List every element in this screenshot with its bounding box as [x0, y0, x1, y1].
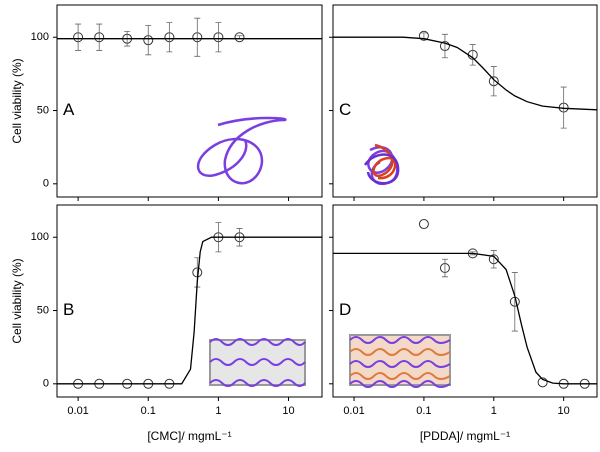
error-bar — [441, 33, 448, 59]
error-bar — [490, 250, 497, 269]
y-tick-label: 100 — [31, 31, 49, 43]
y-tick-label: 50 — [37, 104, 49, 116]
y-tick-label: 100 — [31, 231, 49, 243]
y-tick-label: 0 — [43, 178, 49, 190]
y-tick-label: 0 — [43, 378, 49, 390]
x-tick-label: 0.01 — [343, 405, 364, 417]
polymer-cartoon-c — [363, 143, 400, 186]
x-tick-label: 10 — [558, 405, 570, 417]
plot-frame — [56, 4, 323, 198]
y-tick-label: 50 — [37, 304, 49, 316]
x-tick-label: 10 — [282, 405, 294, 417]
fit-curve — [333, 36, 598, 111]
data-point — [537, 377, 548, 388]
plot-frame — [56, 204, 323, 398]
error-bar — [441, 258, 448, 278]
panel-label: B — [63, 300, 74, 319]
data-point — [418, 219, 429, 230]
data-point — [234, 32, 245, 43]
x-axis-label: [PDDA]/ mgmL⁻¹ — [420, 429, 510, 443]
error-bar — [96, 23, 103, 51]
error-bar — [560, 86, 567, 129]
polymer-cartoon-d — [349, 334, 451, 388]
y-axis-label: Cell viability (%) — [10, 258, 24, 343]
error-bar — [166, 22, 173, 53]
y-axis-label: Cell viability (%) — [10, 58, 24, 143]
x-tick-label: 0.1 — [141, 405, 156, 417]
panel-label: D — [339, 300, 351, 319]
error-bar — [420, 32, 427, 40]
error-bar — [469, 44, 476, 66]
error-bar — [75, 23, 82, 51]
error-bar — [511, 272, 518, 332]
error-bar — [490, 66, 497, 97]
x-axis-label: [CMC]/ mgmL⁻¹ — [147, 429, 231, 443]
plot-frame — [332, 4, 598, 198]
plot-frame — [332, 204, 598, 398]
polymer-cartoon-b — [209, 338, 306, 387]
panel-label: A — [63, 100, 75, 119]
fit-curve — [57, 236, 322, 385]
error-bar — [145, 25, 152, 56]
x-tick-label: 1 — [491, 405, 497, 417]
x-tick-label: 1 — [215, 405, 221, 417]
error-bar — [215, 22, 222, 53]
error-bar — [194, 17, 201, 57]
fit-curve — [333, 252, 597, 385]
data-point — [418, 30, 429, 41]
x-tick-label: 0.1 — [416, 405, 431, 417]
panel-label: C — [339, 100, 351, 119]
polymer-cartoon-a — [196, 116, 287, 185]
x-tick-label: 0.01 — [67, 405, 88, 417]
